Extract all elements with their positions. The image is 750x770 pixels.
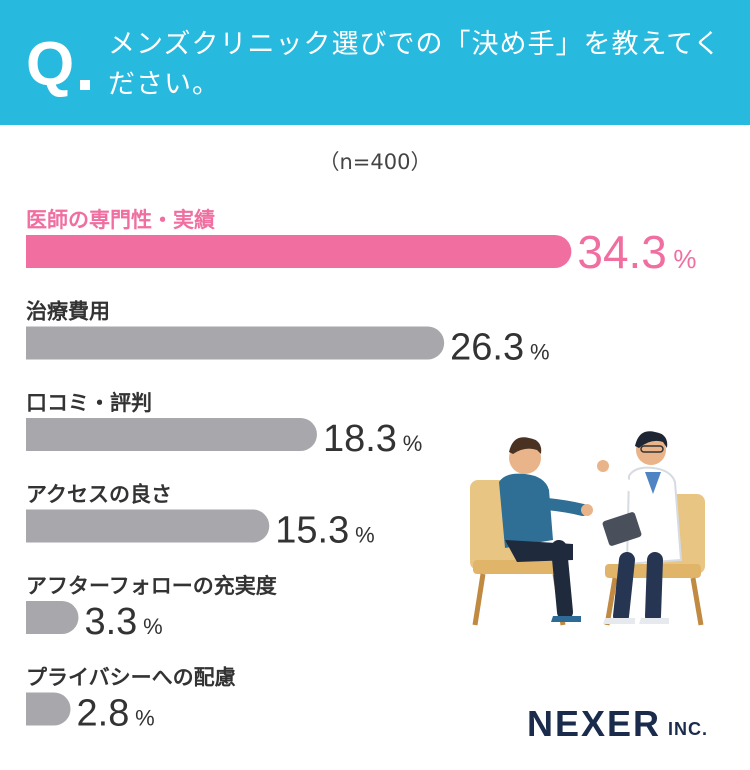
- question-header: Q メンズクリニック選びでの「決め手」を教えてください。: [0, 0, 750, 125]
- q-mark: Q: [26, 30, 75, 99]
- question-text: メンズクリニック選びでの「決め手」を教えてください。: [108, 29, 722, 100]
- percent-unit: %: [143, 614, 163, 639]
- category-label: プライバシーへの配慮: [26, 666, 236, 690]
- category-label: 医師の専門性・実績: [26, 208, 215, 232]
- category-label: 口コミ・評判: [26, 391, 152, 415]
- sample-size-note: （n=400）: [318, 150, 432, 174]
- category-label: アフターフォローの充実度: [26, 574, 277, 598]
- bar: [26, 418, 317, 451]
- bar: [26, 509, 270, 543]
- doctor-icon: [597, 431, 683, 624]
- category-label: アクセスの良さ: [26, 483, 172, 507]
- value-label: 3.3: [84, 601, 137, 643]
- category-label: 治療費用: [26, 300, 110, 324]
- bar: [26, 326, 445, 360]
- value-label: 15.3: [275, 510, 349, 552]
- doctor-consultation-illustration: [470, 431, 705, 626]
- percent-unit: %: [135, 706, 155, 731]
- bar: [26, 692, 71, 726]
- percent-unit: %: [403, 431, 423, 456]
- bar: [26, 601, 79, 634]
- value-label: 26.3: [450, 327, 524, 369]
- bar: [26, 235, 572, 268]
- q-dot: [80, 80, 90, 90]
- percent-unit: %: [530, 340, 550, 365]
- nexer-logo-suffix: INC.: [668, 719, 708, 739]
- value-label: 18.3: [323, 418, 397, 460]
- percent-unit: %: [673, 244, 696, 274]
- value-label: 2.8: [77, 693, 130, 735]
- patient-icon: [499, 437, 593, 622]
- value-label: 34.3: [577, 226, 667, 278]
- percent-unit: %: [355, 523, 375, 548]
- nexer-logo: NEXER: [527, 703, 662, 744]
